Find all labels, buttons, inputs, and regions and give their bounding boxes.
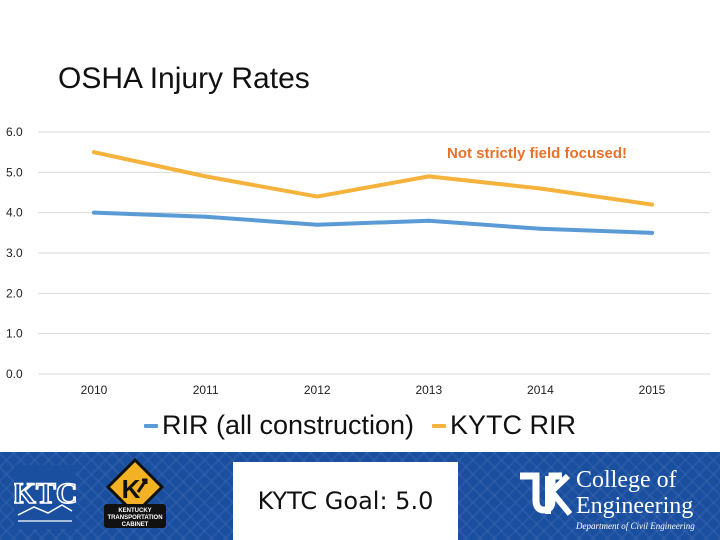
data-point-rir-2014 <box>538 226 543 231</box>
kytc-sign-letter: K <box>122 474 141 504</box>
legend-label-kytc: KYTC RIR <box>450 410 577 440</box>
legend-swatch-rir <box>143 423 158 428</box>
y-axis-ticks: 0.0 1.0 2.0 3.0 4.0 5.0 6.0 <box>6 125 23 381</box>
legend-entry-rir: RIR (all construction) <box>143 410 415 441</box>
y-tick-label: 6.0 <box>6 125 23 139</box>
x-axis-ticks: 2010 2011 2012 2013 2014 2015 <box>81 383 666 397</box>
data-point-kytc-2010 <box>92 150 96 155</box>
uk-logo <box>520 472 572 516</box>
x-tick-label: 2014 <box>527 383 554 397</box>
series-line-kytc <box>92 150 654 207</box>
data-point-rir-2015 <box>650 230 654 235</box>
line-chart: 0.01.02.03.04.05.06.0 2010 2011 2012 2013 20… <box>6 125 710 397</box>
data-point-rir-2013 <box>426 218 431 223</box>
data-point-kytc-2012 <box>315 194 320 199</box>
uk-college-label: College of <box>576 467 677 493</box>
uk-engineering-label: Engineering <box>576 493 694 519</box>
data-point-kytc-2013 <box>426 174 431 179</box>
data-point-kytc-2015 <box>650 202 654 207</box>
x-tick-label: 2011 <box>193 383 219 397</box>
data-point-rir-2010 <box>92 210 96 215</box>
x-tick-label: 2015 <box>639 383 666 397</box>
slide-title: OSHA Injury Rates <box>58 62 310 95</box>
legend-label-rir: RIR (all construction) <box>161 410 415 440</box>
gridlines <box>38 131 710 375</box>
chart-legend: RIR (all construction) KYTC RIR <box>0 410 720 441</box>
data-point-rir-2012 <box>315 222 320 227</box>
legend-entry-kytc: KYTC RIR <box>432 410 576 441</box>
kytc-caption-3: CABINET <box>122 522 149 528</box>
x-tick-label: 2010 <box>81 383 108 397</box>
data-point-kytc-2011 <box>203 174 208 179</box>
goal-text: KYTC Goal: 5.0 <box>257 487 434 515</box>
chart-annotation: Not strictly field focused! <box>447 145 628 162</box>
y-tick-label: 2.0 <box>6 286 23 300</box>
ktc-logo-text: KTC <box>14 477 76 510</box>
x-tick-label: 2013 <box>415 383 442 397</box>
goal-box: KYTC Goal: 5.0 <box>233 462 458 540</box>
x-tick-label: 2012 <box>304 383 331 397</box>
y-tick-label: 3.0 <box>6 246 23 260</box>
legend-swatch-kytc <box>432 423 447 428</box>
y-tick-label: 4.0 <box>6 206 23 220</box>
y-tick-label: 1.0 <box>6 327 23 341</box>
series-line-rir <box>92 210 654 235</box>
data-point-rir-2011 <box>203 214 208 219</box>
data-point-kytc-2014 <box>538 186 543 191</box>
uk-department-label: Department of Civil Engineering <box>576 521 695 531</box>
ktc-logo: KTC <box>14 465 76 529</box>
kytc-caption-2: TRANSPORTATION <box>107 515 162 521</box>
series-lines <box>92 150 654 235</box>
kytc-logo: K KENTUCKY TRANSPORTATION CABINET <box>104 458 166 528</box>
uk-wordmark: College of Engineering Department of Civ… <box>576 468 695 531</box>
y-tick-label: 5.0 <box>6 165 23 179</box>
y-tick-label: 0.0 <box>6 367 23 381</box>
kytc-caption-1: KENTUCKY <box>118 508 151 514</box>
